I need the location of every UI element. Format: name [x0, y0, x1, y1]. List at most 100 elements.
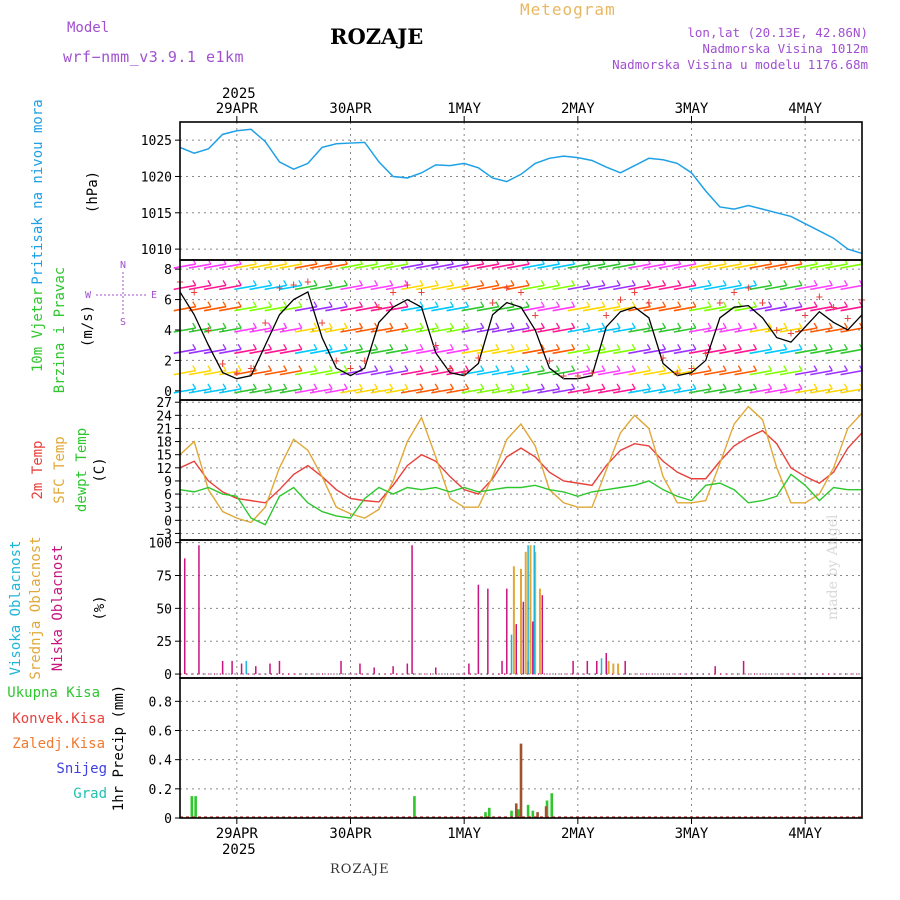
- wind-barb-feather: [692, 383, 697, 390]
- wind-barb-feather: [389, 383, 394, 390]
- wind-barb-shaft: [825, 305, 848, 312]
- wind-barb-shaft: [552, 327, 575, 333]
- sfc-temp-line: [179, 405, 863, 524]
- wind-barb-shaft: [203, 305, 227, 312]
- wind-barb-shaft: [188, 348, 212, 355]
- convective-precip-bar: [514, 803, 518, 818]
- legend-snow: Snijeg: [56, 761, 107, 777]
- wind-barb-feather: [555, 280, 561, 286]
- wind-barb-feather: [677, 280, 682, 286]
- wind-barb-shaft: [249, 348, 272, 355]
- wind-barb-feather: [222, 301, 227, 308]
- wind-barb-shaft: [613, 305, 636, 312]
- wind-barb-feather: [404, 365, 409, 371]
- wind-barb-feather: [555, 365, 561, 371]
- wind-barb-feather: [813, 322, 818, 329]
- wind-barb-shaft: [385, 388, 409, 394]
- wind-barb-feather: [328, 383, 333, 390]
- mid-cloud-bar: [617, 663, 620, 675]
- wind-barb-feather: [707, 322, 712, 329]
- gust-marker: +: [432, 338, 439, 352]
- wind-barb-shaft: [567, 284, 590, 291]
- top-date-label: 4MAY: [788, 101, 822, 117]
- wind-barb-feather: [449, 280, 454, 286]
- wind-barb-shaft: [794, 369, 818, 376]
- wind-barb-shaft: [355, 348, 378, 355]
- y-tick-label: 2: [164, 354, 172, 369]
- wind-barb-shaft: [658, 388, 681, 394]
- wind-barb-feather: [601, 365, 606, 371]
- wind-barb-feather: [192, 322, 197, 329]
- wind-barb-feather: [192, 343, 197, 350]
- gust-marker: +: [603, 308, 610, 322]
- wind-barb-feather: [192, 383, 197, 390]
- y-tick-label: 21: [156, 422, 172, 437]
- wind-barb-feather: [646, 322, 651, 329]
- wind-barb-feather: [449, 365, 454, 371]
- wind-barb-feather: [267, 365, 273, 371]
- wind-barb-shaft: [234, 388, 257, 394]
- gust-marker: +: [745, 280, 752, 294]
- low-cloud-bar: [596, 660, 598, 675]
- wind-barb-shaft: [825, 284, 848, 291]
- wind-barb-shaft: [628, 284, 651, 291]
- wind-barb-shaft: [734, 327, 757, 333]
- wind-barb-shaft: [628, 388, 651, 394]
- wind-barb-shaft: [219, 369, 242, 376]
- wind-barb-shaft: [794, 263, 818, 269]
- wind-barb-feather: [434, 365, 439, 371]
- wind-barb-shaft: [582, 284, 606, 291]
- wind-barb-feather: [768, 301, 773, 308]
- bottom-year-label: 2025: [222, 842, 256, 858]
- wind-barb-feather: [343, 383, 348, 390]
- wind-barb-shaft: [537, 305, 560, 312]
- panel-frame: [179, 121, 863, 261]
- wind-barb-feather: [207, 301, 212, 308]
- wind-barb-feather: [525, 280, 530, 286]
- wind-barb-shaft: [309, 369, 333, 376]
- wind-barb-feather: [207, 383, 212, 390]
- wind-barb-feather: [237, 322, 242, 329]
- wind-barb-shaft: [355, 305, 378, 312]
- wind-barb-shaft: [719, 369, 742, 376]
- wind-barb-feather: [464, 301, 470, 308]
- wind-barb-shaft: [794, 284, 818, 291]
- wind-barb-shaft: [779, 305, 803, 312]
- wind-barb-shaft: [567, 369, 590, 376]
- wind-barb-shaft: [294, 327, 318, 333]
- wind-barb-feather: [419, 322, 424, 329]
- wind-barb-shaft: [704, 305, 727, 312]
- compass-north: N: [120, 260, 126, 271]
- wind-barb-shaft: [628, 348, 651, 355]
- wind-barb-feather: [601, 301, 606, 308]
- wind-barb-shaft: [400, 305, 424, 312]
- wind-barb-feather: [707, 301, 712, 308]
- mid-cloud-bar: [524, 551, 527, 675]
- wind-barb-feather: [313, 343, 318, 350]
- wind-barb-shaft: [173, 263, 196, 269]
- wind-barb-feather: [464, 322, 470, 329]
- wind-barb-feather: [752, 365, 758, 371]
- wind-barb-feather: [419, 301, 424, 308]
- wind-barb-feather: [737, 365, 742, 371]
- gust-marker: +: [702, 346, 709, 360]
- wind-barb-shaft: [340, 327, 363, 333]
- wind-barb-shaft: [173, 388, 196, 394]
- wind-barb-feather: [813, 343, 818, 350]
- wind-barb-shaft: [613, 348, 636, 355]
- gust-marker: +: [546, 353, 553, 367]
- wind-barb-shaft: [734, 263, 757, 269]
- wind-barb-shaft: [264, 388, 287, 394]
- wind-barb-shaft: [431, 284, 454, 291]
- wind-barb-feather: [601, 383, 606, 390]
- wind-barb-feather: [298, 322, 303, 329]
- wind-barb-shaft: [340, 388, 363, 394]
- y-tick-label: 0: [164, 668, 172, 683]
- wind-barb-shaft: [416, 263, 439, 269]
- wind-barbs: [173, 258, 864, 394]
- wind-barb-feather: [434, 322, 439, 329]
- wind-barb-feather: [207, 365, 212, 371]
- gust-marker: +: [688, 361, 695, 375]
- wind-barb-shaft: [355, 327, 378, 333]
- wind-barb-shaft: [173, 369, 196, 376]
